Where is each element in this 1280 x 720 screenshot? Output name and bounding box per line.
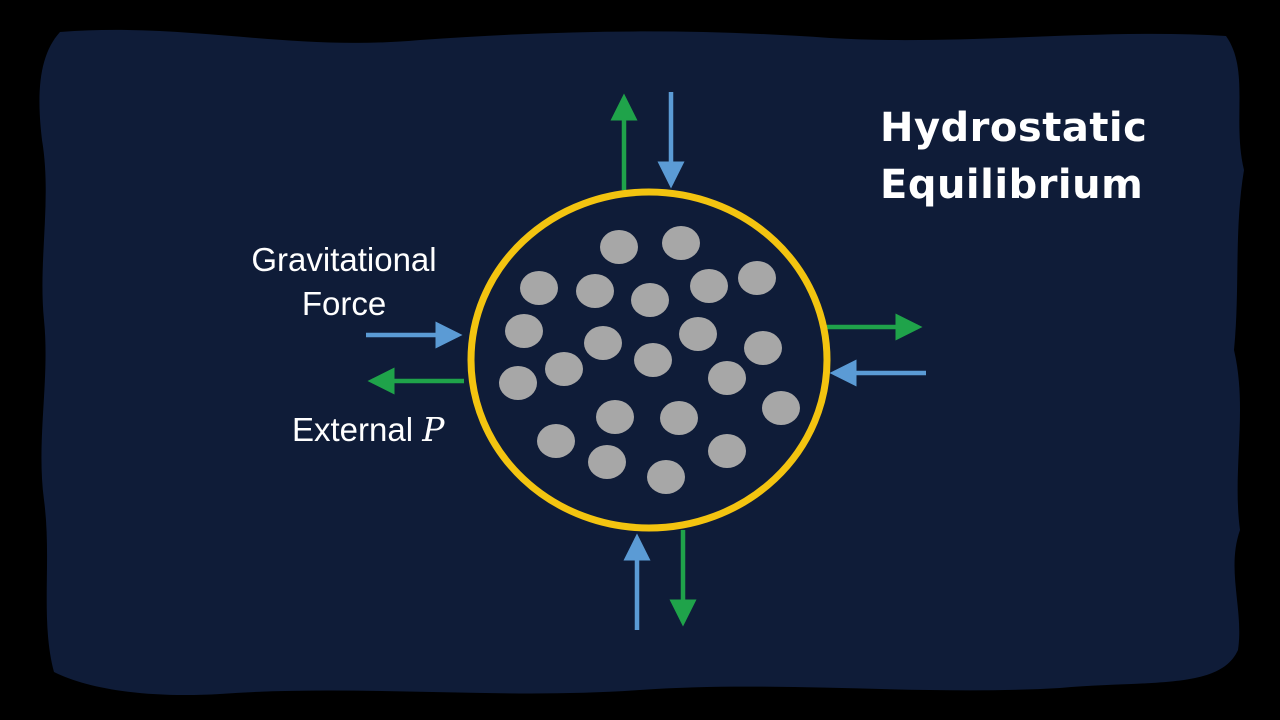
particle [679,317,717,351]
particle [545,352,583,386]
title-line-2: Equilibrium [880,162,1144,208]
particle [520,271,558,305]
slide-title: Hydrostatic Equilibrium [880,100,1147,214]
particle [499,366,537,400]
particle [631,283,669,317]
particle [505,314,543,348]
external-pressure-label: External P [292,408,444,452]
cloud-boundary [467,188,831,532]
particle [588,445,626,479]
particle [762,391,800,425]
gravitational-label-line-2: Force [301,285,387,322]
particle [596,400,634,434]
particle [647,460,685,494]
gas-particles [499,226,800,494]
particle [744,331,782,365]
external-label-text: External [292,411,414,448]
particle [634,343,672,377]
particle [738,261,776,295]
particle [708,361,746,395]
particle [690,269,728,303]
particle [576,274,614,308]
pressure-symbol: P [422,410,445,449]
title-line-1: Hydrostatic [880,105,1148,151]
particle [537,424,575,458]
gravitational-force-label: Gravitational Force [226,238,462,326]
gravitational-label-line-1: Gravitational [251,241,437,278]
particle [662,226,700,260]
particle [660,401,698,435]
particle [584,326,622,360]
particle [708,434,746,468]
particle [600,230,638,264]
